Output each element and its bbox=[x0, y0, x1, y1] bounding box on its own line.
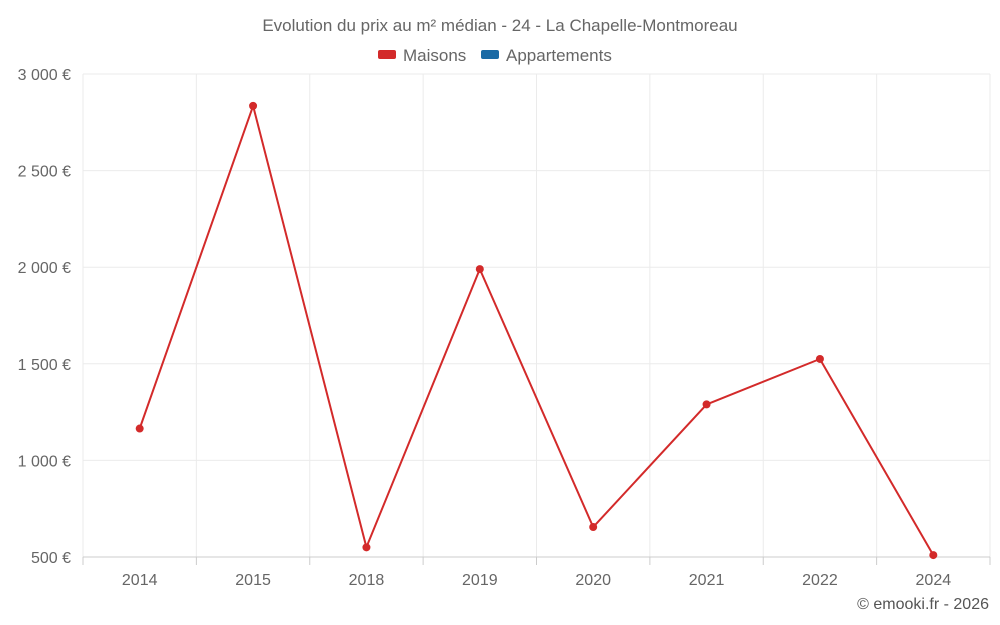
legend-label-appartements: Appartements bbox=[506, 46, 612, 65]
series-maisons bbox=[135, 101, 938, 560]
y-tick-label: 1 500 € bbox=[18, 357, 71, 374]
series-line-maisons bbox=[138, 104, 935, 556]
x-tick-label: 2014 bbox=[122, 572, 158, 589]
y-tick-label: 1 000 € bbox=[18, 453, 71, 470]
grid bbox=[82, 73, 991, 557]
legend-swatch-maisons bbox=[378, 50, 396, 59]
data-point-maisons-2024[interactable] bbox=[929, 551, 938, 560]
x-tick-label: 2020 bbox=[575, 572, 611, 589]
data-point-maisons-2018[interactable] bbox=[362, 543, 371, 552]
x-tick-label: 2024 bbox=[916, 572, 952, 589]
legend-item-maisons[interactable]: Maisons bbox=[378, 46, 466, 65]
x-axis-ticks: 2014 2015 2018 2019 2020 2021 2022 2024 bbox=[122, 572, 951, 589]
legend-label-maisons: Maisons bbox=[403, 46, 466, 65]
y-tick-label: 3 000 € bbox=[18, 67, 71, 84]
x-tick-label: 2022 bbox=[802, 572, 838, 589]
y-axis-ticks: 500 € 1 000 € 1 500 € 2 000 € 2 500 € 3 000 € bbox=[18, 67, 71, 567]
data-point-maisons-2021[interactable] bbox=[702, 400, 711, 409]
x-tick-label: 2018 bbox=[349, 572, 385, 589]
data-point-maisons-2015[interactable] bbox=[249, 101, 258, 110]
data-point-maisons-2020[interactable] bbox=[589, 523, 598, 532]
chart-title: Evolution du prix au m² médian - 24 - La… bbox=[262, 16, 737, 35]
axes bbox=[82, 556, 991, 565]
data-point-maisons-2019[interactable] bbox=[475, 265, 484, 274]
legend-swatch-appartements bbox=[481, 50, 499, 59]
x-tick-label: 2021 bbox=[689, 572, 725, 589]
x-tick-label: 2019 bbox=[462, 572, 498, 589]
legend: Maisons Appartements bbox=[378, 46, 612, 65]
data-point-maisons-2014[interactable] bbox=[135, 424, 144, 433]
data-point-maisons-2022[interactable] bbox=[815, 354, 824, 363]
y-tick-label: 2 000 € bbox=[18, 260, 71, 277]
y-tick-label: 500 € bbox=[31, 550, 71, 567]
credit-text: © emooki.fr - 2026 bbox=[857, 596, 989, 613]
legend-item-appartements[interactable]: Appartements bbox=[481, 46, 612, 65]
y-tick-label: 2 500 € bbox=[18, 164, 71, 181]
x-tick-label: 2015 bbox=[235, 572, 271, 589]
